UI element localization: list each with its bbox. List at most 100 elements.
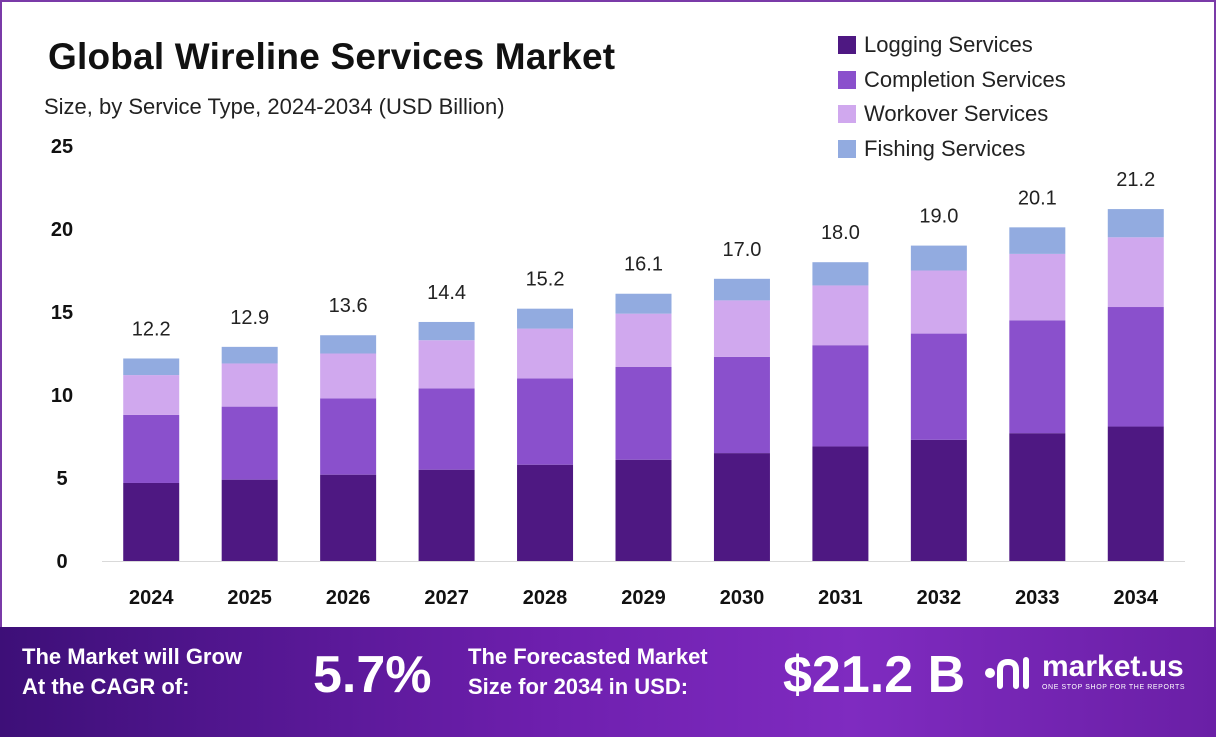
bar-segment-logging-services	[910, 439, 967, 561]
bar-segment-workover-services	[418, 340, 475, 389]
bar-segment-workover-services	[615, 313, 672, 367]
legend-swatch-fishing	[838, 139, 856, 158]
cagr-label: The Market will Grow At the CAGR of:	[22, 642, 242, 702]
forecast-value: $21.2 B	[783, 646, 966, 704]
bar-segment-completion-services	[517, 378, 574, 465]
legend-item-logging: Logging Services	[838, 28, 1066, 63]
bar-segment-fishing-services	[221, 346, 278, 364]
bar-segment-completion-services	[1107, 307, 1164, 427]
bar-segment-logging-services	[517, 464, 574, 561]
legend-swatch-logging	[838, 36, 856, 55]
bar-segment-logging-services	[320, 474, 377, 561]
bar-segment-workover-services	[221, 363, 278, 407]
x-tick-label: 2034	[1114, 587, 1159, 609]
bar-segment-fishing-services	[1107, 209, 1164, 238]
bar-segment-fishing-services	[1009, 227, 1066, 254]
bar-segment-workover-services	[517, 328, 574, 379]
footer-banner: The Market will Grow At the CAGR of: 5.7…	[0, 627, 1216, 737]
bar-segment-workover-services	[1009, 253, 1066, 321]
x-tick-label: 2025	[227, 587, 272, 609]
chart-title: Global Wireline Services Market	[48, 36, 616, 77]
y-tick-label: 10	[51, 385, 73, 407]
bar-segment-fishing-services	[615, 293, 672, 314]
x-tick-label: 2028	[523, 587, 568, 609]
bar-segment-completion-services	[812, 345, 869, 447]
bar-segment-completion-services	[910, 333, 967, 440]
stacked-bar-chart: 051015202512.2202412.9202513.6202614.420…	[51, 136, 1185, 609]
bar-segment-workover-services	[713, 300, 770, 357]
bar-segment-logging-services	[221, 479, 278, 561]
bar-segment-completion-services	[418, 388, 475, 470]
bar-segment-workover-services	[1107, 237, 1164, 308]
brand-mark-icon	[985, 657, 1029, 689]
legend-item-completion: Completion Services	[838, 63, 1066, 98]
x-tick-label: 2030	[720, 587, 765, 609]
bar-total-label: 14.4	[427, 282, 466, 304]
bar-segment-logging-services	[615, 459, 672, 561]
brand-logo: market.us ONE STOP SHOP FOR THE REPORTS	[984, 651, 1185, 693]
bar-segment-fishing-services	[418, 321, 475, 341]
chart-subtitle: Size, by Service Type, 2024-2034 (USD Bi…	[44, 94, 505, 119]
bar-segment-logging-services	[1009, 433, 1066, 561]
bar-segment-logging-services	[812, 446, 869, 561]
x-tick-label: 2027	[424, 587, 469, 609]
bar-segment-fishing-services	[320, 335, 377, 354]
bar-segment-fishing-services	[812, 262, 869, 286]
bar-segment-fishing-services	[123, 358, 180, 376]
brand-tagline: ONE STOP SHOP FOR THE REPORTS	[1042, 684, 1186, 691]
bar-segment-completion-services	[1009, 320, 1066, 434]
bar-total-label: 12.9	[230, 307, 269, 329]
forecast-label: The Forecasted Market Size for 2034 in U…	[468, 642, 708, 702]
legend-label-workover: Workover Services	[864, 101, 1049, 127]
legend: Logging Services Completion Services Wor…	[838, 28, 1066, 166]
x-tick-label: 2029	[621, 587, 666, 609]
bar-total-label: 13.6	[329, 295, 368, 317]
bar-total-label: 21.2	[1116, 169, 1155, 191]
legend-item-fishing: Fishing Services	[838, 132, 1066, 167]
legend-swatch-completion	[838, 70, 856, 89]
bar-total-label: 20.1	[1018, 187, 1057, 209]
bar-total-label: 19.0	[919, 206, 958, 228]
legend-label-fishing: Fishing Services	[864, 135, 1026, 161]
bar-segment-completion-services	[615, 366, 672, 460]
legend-swatch-workover	[838, 105, 856, 124]
bar-segment-completion-services	[123, 414, 180, 483]
bar-segment-logging-services	[123, 482, 180, 561]
bar-total-label: 17.0	[722, 239, 761, 261]
bar-total-label: 12.2	[132, 318, 171, 340]
cagr-value: 5.7%	[313, 646, 432, 704]
x-tick-label: 2024	[129, 587, 174, 609]
bar-total-label: 18.0	[821, 222, 860, 244]
cagr-label-line2: At the CAGR of:	[22, 674, 190, 699]
x-tick-label: 2033	[1015, 587, 1060, 609]
cagr-label-line1: The Market will Grow	[22, 644, 243, 669]
bar-segment-workover-services	[123, 375, 180, 415]
bar-segment-logging-services	[1107, 426, 1164, 561]
y-tick-label: 5	[56, 468, 67, 490]
bar-segment-fishing-services	[713, 278, 770, 301]
forecast-label-line1: The Forecasted Market	[468, 644, 708, 669]
legend-item-workover: Workover Services	[838, 97, 1066, 132]
x-tick-label: 2031	[818, 587, 863, 609]
bar-segment-logging-services	[713, 453, 770, 561]
y-tick-label: 25	[51, 136, 73, 158]
y-tick-label: 0	[56, 551, 67, 573]
bar-segment-completion-services	[320, 398, 377, 475]
legend-label-completion: Completion Services	[864, 66, 1066, 92]
legend-label-logging: Logging Services	[864, 32, 1033, 58]
bar-segment-fishing-services	[517, 308, 574, 329]
brand-name: market.us	[1042, 650, 1184, 683]
bar-total-label: 16.1	[624, 254, 663, 276]
forecast-label-line2: Size for 2034 in USD:	[468, 674, 689, 699]
bar-segment-logging-services	[418, 469, 475, 561]
y-tick-label: 15	[51, 302, 73, 324]
bar-segment-fishing-services	[910, 245, 967, 271]
x-tick-label: 2032	[917, 587, 962, 609]
bar-segment-workover-services	[320, 353, 377, 399]
bar-segment-completion-services	[221, 406, 278, 480]
x-tick-label: 2026	[326, 587, 371, 609]
y-tick-label: 20	[51, 219, 73, 241]
bar-segment-workover-services	[910, 270, 967, 334]
bar-total-label: 15.2	[526, 269, 565, 291]
